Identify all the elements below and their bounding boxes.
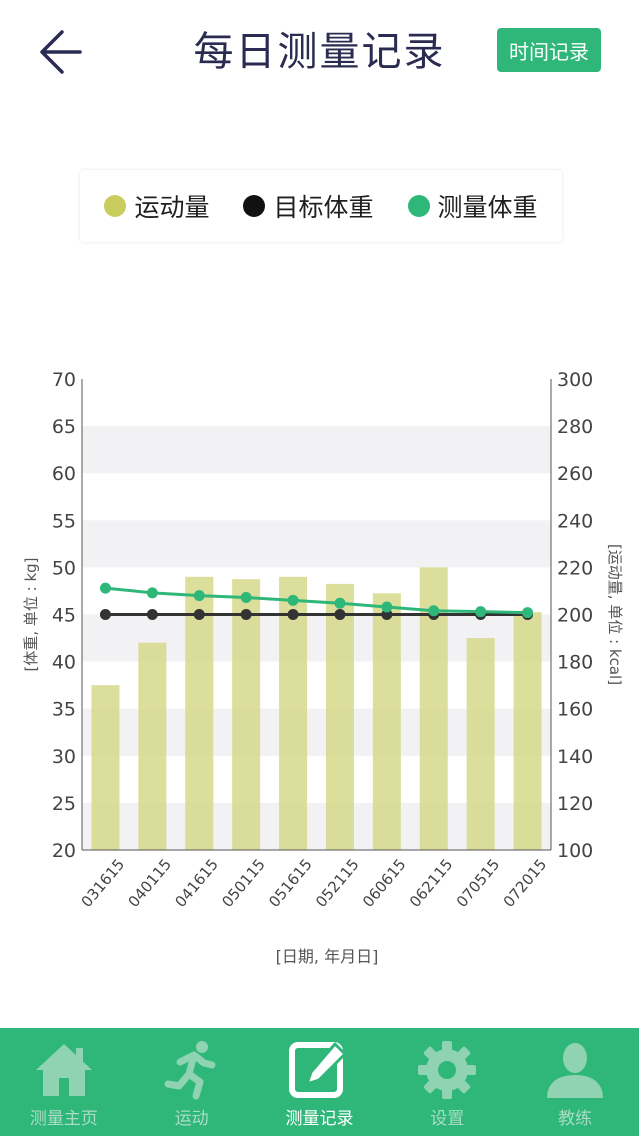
nav-label: 设置 (430, 1109, 465, 1129)
back-arrow-icon (40, 30, 82, 74)
nav-item-coach[interactable]: 教练 (511, 1028, 639, 1136)
exercise-bar (325, 583, 354, 850)
nav-label: 运动 (174, 1109, 209, 1129)
legend-item-exercise: 运动量 (104, 188, 209, 224)
exercise-bar (91, 685, 120, 850)
bottom-nav: 测量主页 运动 测量记录 设置 (0, 1028, 639, 1136)
x-tick-label: 072015 (500, 855, 551, 910)
legend-swatch (243, 195, 266, 217)
target-weight-point (240, 609, 252, 620)
legend-swatch (104, 195, 127, 217)
weight-exercise-chart: 20 25 30 35 40 45 50 55 60 65 70 100 120 140 160 180 200… (22, 369, 624, 966)
measured-weight-point (240, 592, 252, 604)
legend-label: 运动量 (134, 193, 210, 222)
back-button[interactable] (34, 24, 90, 80)
time-record-button[interactable]: 时间记录 (497, 28, 601, 72)
target-weight-point (334, 609, 346, 620)
exercise-bar (138, 642, 167, 850)
exercise-bar (185, 576, 214, 850)
legend-item-target-weight: 目标体重 (243, 188, 374, 224)
measured-weight-point (475, 606, 487, 618)
right-tick-label: 100 (557, 840, 593, 862)
left-tick-label: 55 (52, 510, 76, 532)
right-tick-label: 180 (557, 652, 593, 674)
measured-weight-point (334, 597, 346, 609)
target-weight-point (99, 609, 111, 620)
x-tick-label: 031615 (78, 855, 129, 910)
x-tick-label: 060615 (359, 855, 410, 910)
x-axis-title: [日期, 年月日] (276, 947, 379, 966)
x-tick-label: 050115 (218, 855, 269, 910)
right-tick-label: 240 (557, 510, 593, 532)
exercise-bar (466, 638, 495, 850)
header: 每日测量记录 时间记录 (0, 0, 639, 110)
x-tick-label: 062115 (406, 855, 457, 910)
nav-item-records[interactable]: 测量记录 (256, 1028, 384, 1136)
measured-weight-point (381, 601, 393, 613)
legend-label: 目标体重 (273, 193, 374, 222)
left-tick-label: 50 (52, 557, 76, 579)
right-tick-label: 300 (557, 369, 593, 391)
x-tick-label: 070515 (453, 855, 504, 910)
measured-weight-line (105, 586, 528, 615)
legend-label: 测量体重 (437, 193, 538, 222)
right-tick-label: 260 (557, 463, 593, 485)
measured-weight-point (428, 605, 440, 617)
exercise-bar (232, 579, 261, 850)
right-axis-title: [运动量, 单位 : kcal] (606, 544, 624, 685)
left-tick-label: 65 (52, 416, 76, 438)
home-icon (35, 1044, 92, 1096)
target-weight-point (381, 609, 393, 620)
nav-item-settings[interactable]: 设置 (383, 1028, 511, 1136)
measured-weight-point (146, 587, 158, 599)
x-tick-label: 041615 (171, 855, 222, 910)
nav-label: 测量记录 (285, 1109, 354, 1129)
exercise-bar (372, 593, 401, 850)
exercise-bar (279, 576, 308, 850)
measured-weight-point (99, 582, 111, 594)
nav-item-exercise[interactable]: 运动 (128, 1028, 256, 1136)
left-tick-label: 45 (52, 605, 76, 627)
nav-label: 测量主页 (29, 1109, 98, 1129)
target-weight-point (287, 609, 299, 620)
left-tick-label: 30 (52, 746, 76, 768)
left-tick-label: 35 (52, 699, 76, 721)
right-tick-label: 140 (557, 746, 593, 768)
legend-item-measured-weight: 测量体重 (407, 188, 538, 224)
left-tick-label: 40 (52, 652, 76, 674)
legend-swatch (407, 195, 430, 217)
measured-weight-point (193, 590, 205, 602)
page-title: 每日测量记录 (193, 29, 446, 75)
target-weight-point (193, 609, 205, 620)
grid-band (82, 426, 551, 474)
right-tick-label: 280 (557, 416, 593, 438)
left-tick-label: 20 (52, 840, 76, 862)
left-tick-label: 25 (52, 793, 76, 815)
gear-icon (418, 1041, 477, 1099)
runner-icon (164, 1041, 216, 1100)
left-tick-label: 70 (52, 369, 76, 391)
measured-weight-point (522, 607, 534, 619)
target-weight-point (146, 609, 158, 620)
edit-record-icon (289, 1042, 347, 1098)
exercise-bar (513, 612, 542, 850)
right-tick-label: 200 (557, 605, 593, 627)
measured-weight-point (287, 594, 299, 606)
x-tick-label: 052115 (312, 855, 363, 910)
user-icon (547, 1043, 604, 1098)
left-axis-title: [体重, 单位 : kg] (22, 557, 40, 671)
left-tick-label: 60 (52, 463, 76, 485)
nav-item-home[interactable]: 测量主页 (0, 1028, 128, 1136)
chart-legend: 运动量 目标体重 测量体重 (80, 170, 562, 242)
right-tick-label: 160 (557, 699, 593, 721)
nav-label: 教练 (558, 1109, 593, 1129)
right-tick-label: 120 (557, 793, 593, 815)
grid-band (82, 520, 551, 568)
x-tick-label: 051615 (265, 855, 316, 910)
x-tick-label: 040115 (124, 855, 175, 910)
right-tick-label: 220 (557, 557, 593, 579)
